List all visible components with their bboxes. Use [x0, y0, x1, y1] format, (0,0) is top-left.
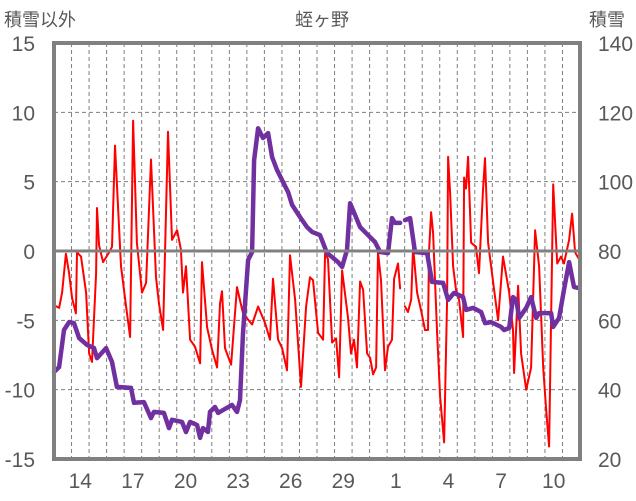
temperature-line — [53, 119, 402, 388]
x-tick-label: 7 — [495, 470, 507, 493]
x-tick-label: 4 — [443, 470, 455, 493]
left-tick-label: 15 — [12, 33, 35, 56]
x-tick-label: 29 — [332, 470, 355, 493]
left-tick-label: 0 — [23, 241, 35, 264]
chart-title: 蛭ヶ野 — [295, 10, 349, 30]
left-tick-label: -5 — [16, 310, 35, 333]
x-tick-label: 20 — [174, 470, 197, 493]
left-axis-title: 積雪以外 — [4, 10, 76, 30]
right-tick-label: 20 — [598, 449, 621, 472]
right-axis-title: 積雪 — [589, 10, 625, 30]
x-tick-label: 14 — [69, 470, 93, 493]
right-tick-label: 120 — [598, 102, 633, 125]
right-tick-label: 100 — [598, 172, 633, 195]
x-tick-label: 10 — [542, 470, 565, 493]
snow-depth-line — [402, 215, 582, 333]
plot-frame — [52, 41, 582, 461]
series-layer — [51, 119, 582, 448]
right-tick-label: 80 — [598, 241, 621, 264]
left-tick-label: 5 — [23, 172, 35, 195]
right-tick-label: 40 — [598, 380, 621, 403]
left-tick-label: -10 — [5, 380, 35, 403]
left-tick-label: -15 — [5, 449, 35, 472]
x-tick-label: 1 — [390, 470, 402, 493]
temperature-line — [404, 155, 581, 448]
x-tick-label: 17 — [121, 470, 144, 493]
left-tick-label: 10 — [12, 102, 35, 125]
right-tick-label: 140 — [598, 33, 633, 56]
x-tick-label: 26 — [279, 470, 302, 493]
snow-depth-line — [51, 126, 403, 441]
right-tick-label: 60 — [598, 310, 621, 333]
plot-border — [52, 41, 582, 461]
x-tick-label: 23 — [226, 470, 249, 493]
